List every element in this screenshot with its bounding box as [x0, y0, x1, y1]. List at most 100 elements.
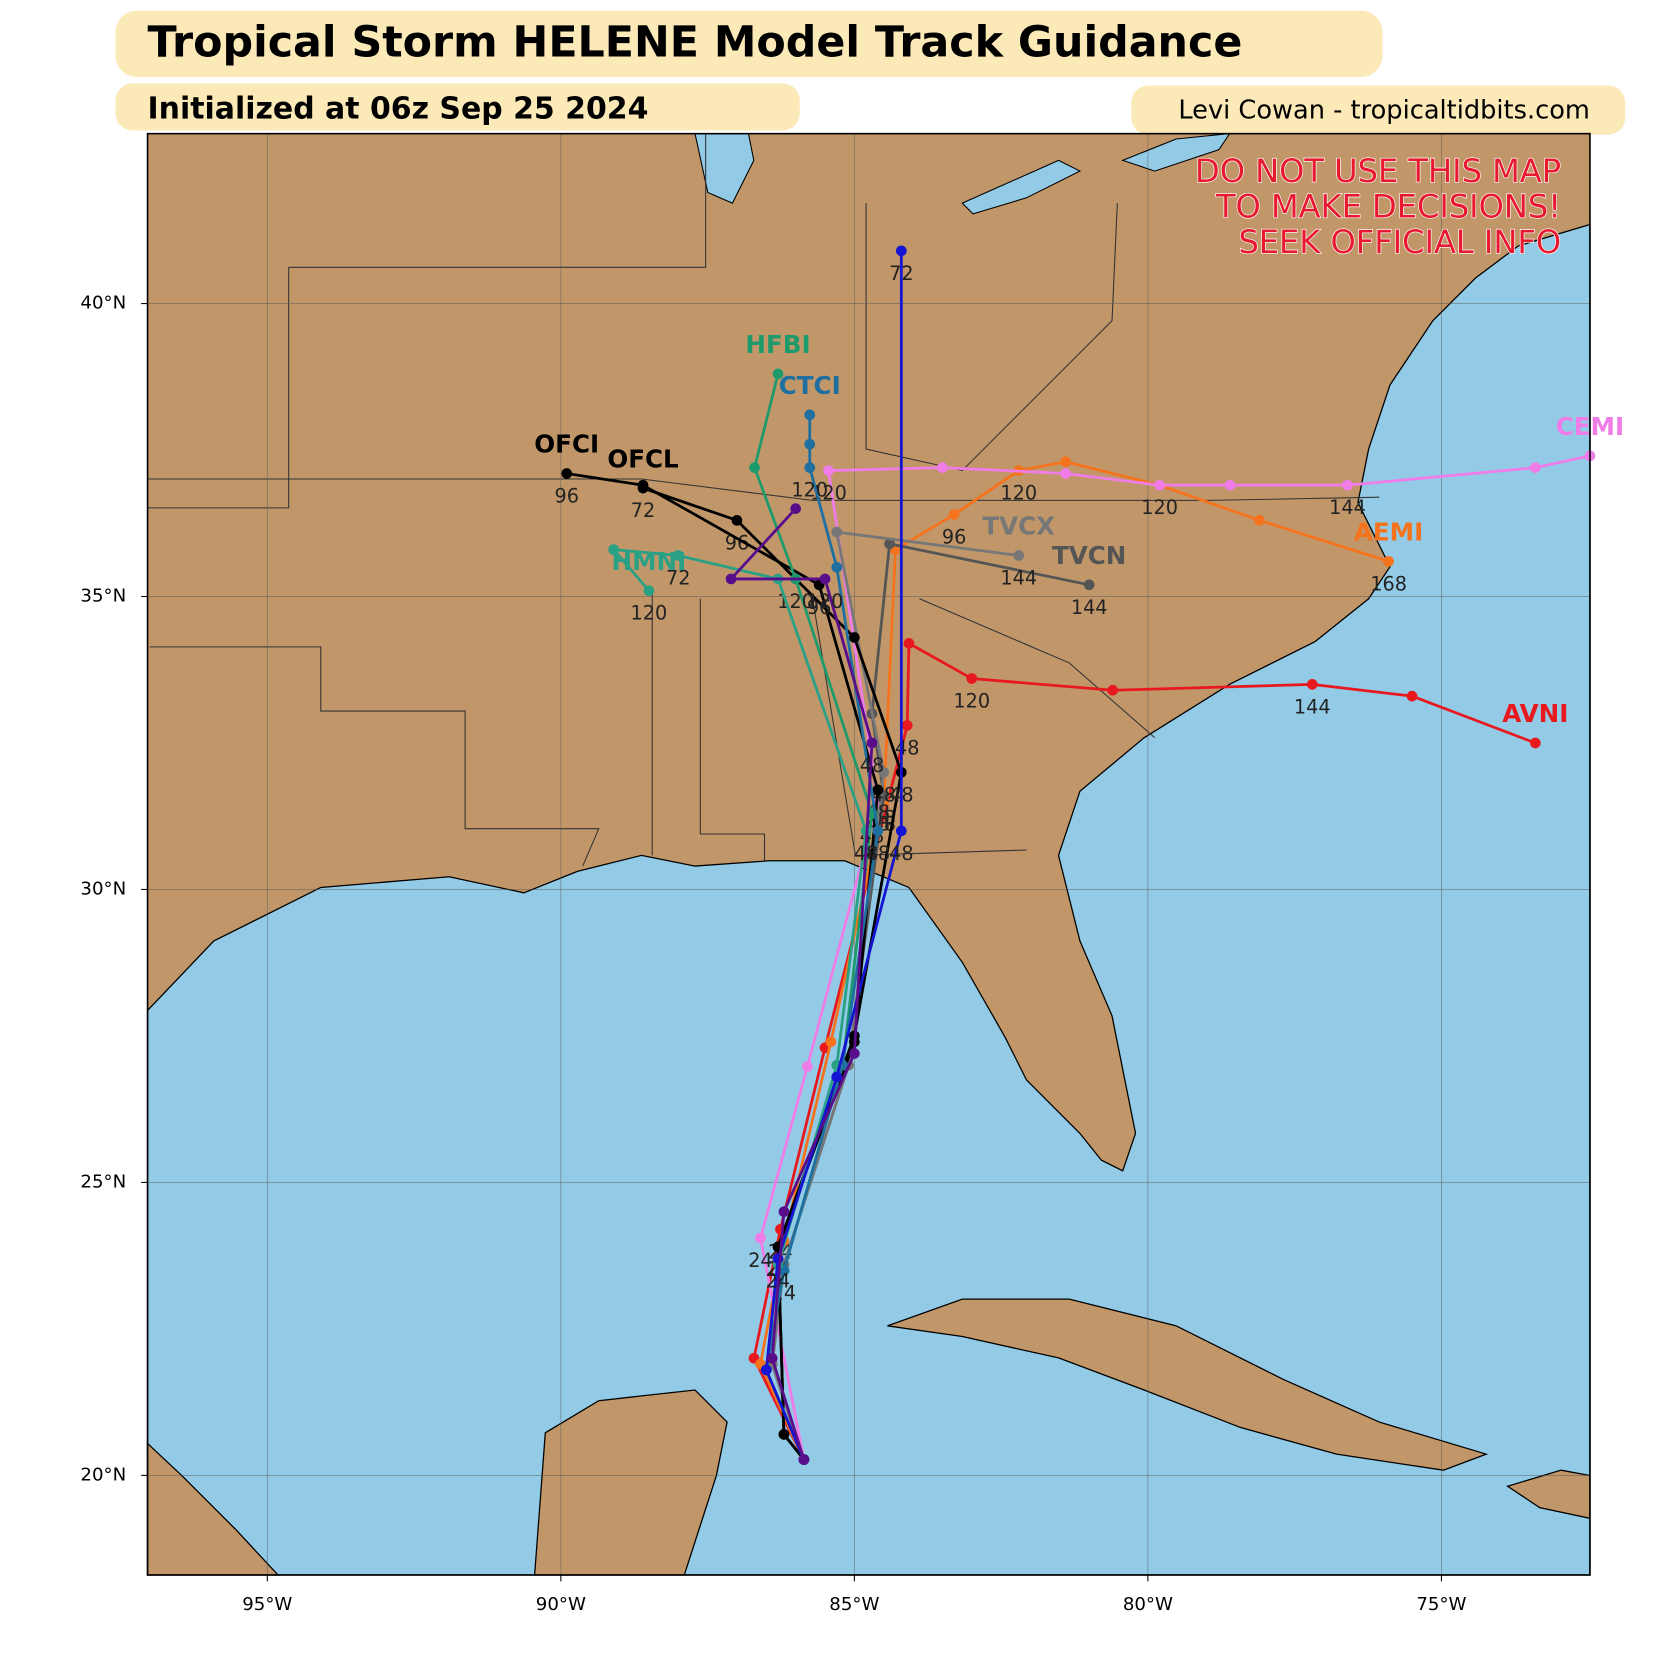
track-point — [866, 737, 878, 749]
forecast-hour-label: 72 — [889, 262, 913, 285]
forecast-hour-label: 120 — [953, 690, 990, 713]
track-point — [790, 503, 802, 514]
forecast-hour-label: 96 — [554, 485, 578, 508]
track-point — [804, 462, 816, 473]
x-tick-label: 90°W — [536, 1594, 586, 1615]
track-point — [901, 720, 913, 731]
forecast-hour-label: 96 — [807, 596, 831, 619]
track-point — [608, 544, 620, 555]
state-border — [147, 478, 1380, 501]
model-name: TVCN — [1052, 541, 1126, 570]
track-point — [903, 638, 915, 649]
track-point — [1342, 479, 1353, 491]
track-point — [831, 561, 843, 573]
track-point — [1383, 556, 1394, 567]
forecast-hour-label: 120 — [1141, 496, 1178, 519]
ticks: 95°W 90°W 85°W 80°W 75°W 20°N 25°N 30°N 35°N 40°N — [80, 293, 1466, 1615]
track-point — [884, 538, 895, 550]
y-tick-label: 20°N — [80, 1464, 126, 1485]
track-point — [772, 368, 784, 380]
track-point — [1306, 679, 1318, 690]
track-point — [1060, 468, 1072, 479]
forecast-hour-label: 72 — [666, 567, 690, 590]
track-line — [727, 507, 874, 1460]
forecast-hour-label: 96 — [725, 531, 749, 554]
x-tick-label: 95°W — [242, 1594, 292, 1615]
track-point — [1406, 690, 1418, 702]
forecast-hour-label: 120 — [631, 602, 668, 625]
model-name: CTCI — [779, 371, 841, 400]
state-border — [147, 267, 290, 509]
state-border — [919, 598, 1156, 739]
track-line — [764, 250, 903, 1461]
x-tick-label: 75°W — [1416, 1594, 1466, 1615]
forecast-hour-label: 120 — [807, 590, 844, 613]
warning-line: TO MAKE DECISIONS! — [1215, 188, 1561, 226]
title-highlight — [115, 10, 1383, 77]
track-point — [878, 766, 890, 778]
track-point — [895, 245, 907, 257]
model-name: OFCI — [534, 430, 599, 459]
model-name: OFCL — [607, 444, 678, 473]
cuba — [887, 1298, 1489, 1471]
y-tick-label: 40°N — [80, 293, 126, 314]
track-point — [831, 1071, 843, 1083]
warning-line: SEEK OFFICIAL INFO — [1238, 223, 1561, 261]
model-name: HFBI — [745, 330, 810, 359]
track-point — [825, 1036, 837, 1048]
state-border — [812, 598, 1027, 856]
credit: Levi Cowan - tropicaltidbits.com — [1178, 96, 1590, 126]
lake-erie — [961, 159, 1082, 215]
track-point — [1083, 579, 1095, 591]
map-frame — [146, 132, 1591, 1576]
track-point — [1107, 684, 1119, 696]
track-point — [872, 825, 884, 837]
track-point — [831, 526, 843, 538]
model-name: AEMI — [1354, 518, 1423, 547]
track-point — [1013, 550, 1025, 561]
forecast-hour-label: 168 — [1370, 572, 1407, 595]
track-point — [561, 468, 573, 479]
track-point — [1530, 737, 1541, 749]
forecast-hour-label: 96 — [942, 526, 966, 549]
y-tick-label: 35°N — [80, 586, 126, 607]
track-point — [1224, 479, 1236, 491]
track-point — [1254, 515, 1265, 526]
track-point — [823, 465, 834, 476]
track-point — [760, 1364, 772, 1376]
track-point — [1154, 479, 1165, 491]
state-border — [288, 133, 707, 268]
track-point — [798, 1454, 810, 1465]
track-point — [1060, 456, 1072, 468]
track-point — [731, 515, 743, 526]
forecast-hour-label: 48 — [895, 736, 919, 759]
y-tick-label: 25°N — [80, 1171, 126, 1192]
lake-ontario — [1121, 133, 1231, 172]
forecast-hour-label: 24 — [748, 1249, 772, 1272]
forecast-hour-label: 48 — [860, 754, 884, 777]
model-name: AVNI — [1502, 699, 1568, 728]
track-point — [778, 1429, 790, 1440]
track-point — [755, 1232, 766, 1244]
forecast-hour-label: 48 — [866, 842, 890, 865]
subtitle-highlight — [115, 83, 800, 131]
forecast-hour-label: 48 — [889, 842, 913, 865]
track-point — [895, 825, 907, 837]
model-name: TVCX — [982, 512, 1055, 541]
track-point — [778, 1206, 790, 1218]
track-point — [637, 479, 649, 491]
x-tick-label: 80°W — [1123, 1594, 1173, 1615]
track-point — [948, 509, 960, 520]
forecast-hour-label: 144 — [1000, 567, 1037, 590]
state-border — [699, 598, 766, 861]
track-point — [643, 585, 655, 597]
grid — [147, 133, 1590, 1575]
track-point — [804, 438, 816, 450]
x-tick-label: 85°W — [829, 1594, 879, 1615]
track-point — [766, 1352, 778, 1364]
forecast-hour-label: 120 — [1000, 482, 1037, 505]
track-point — [725, 573, 737, 585]
